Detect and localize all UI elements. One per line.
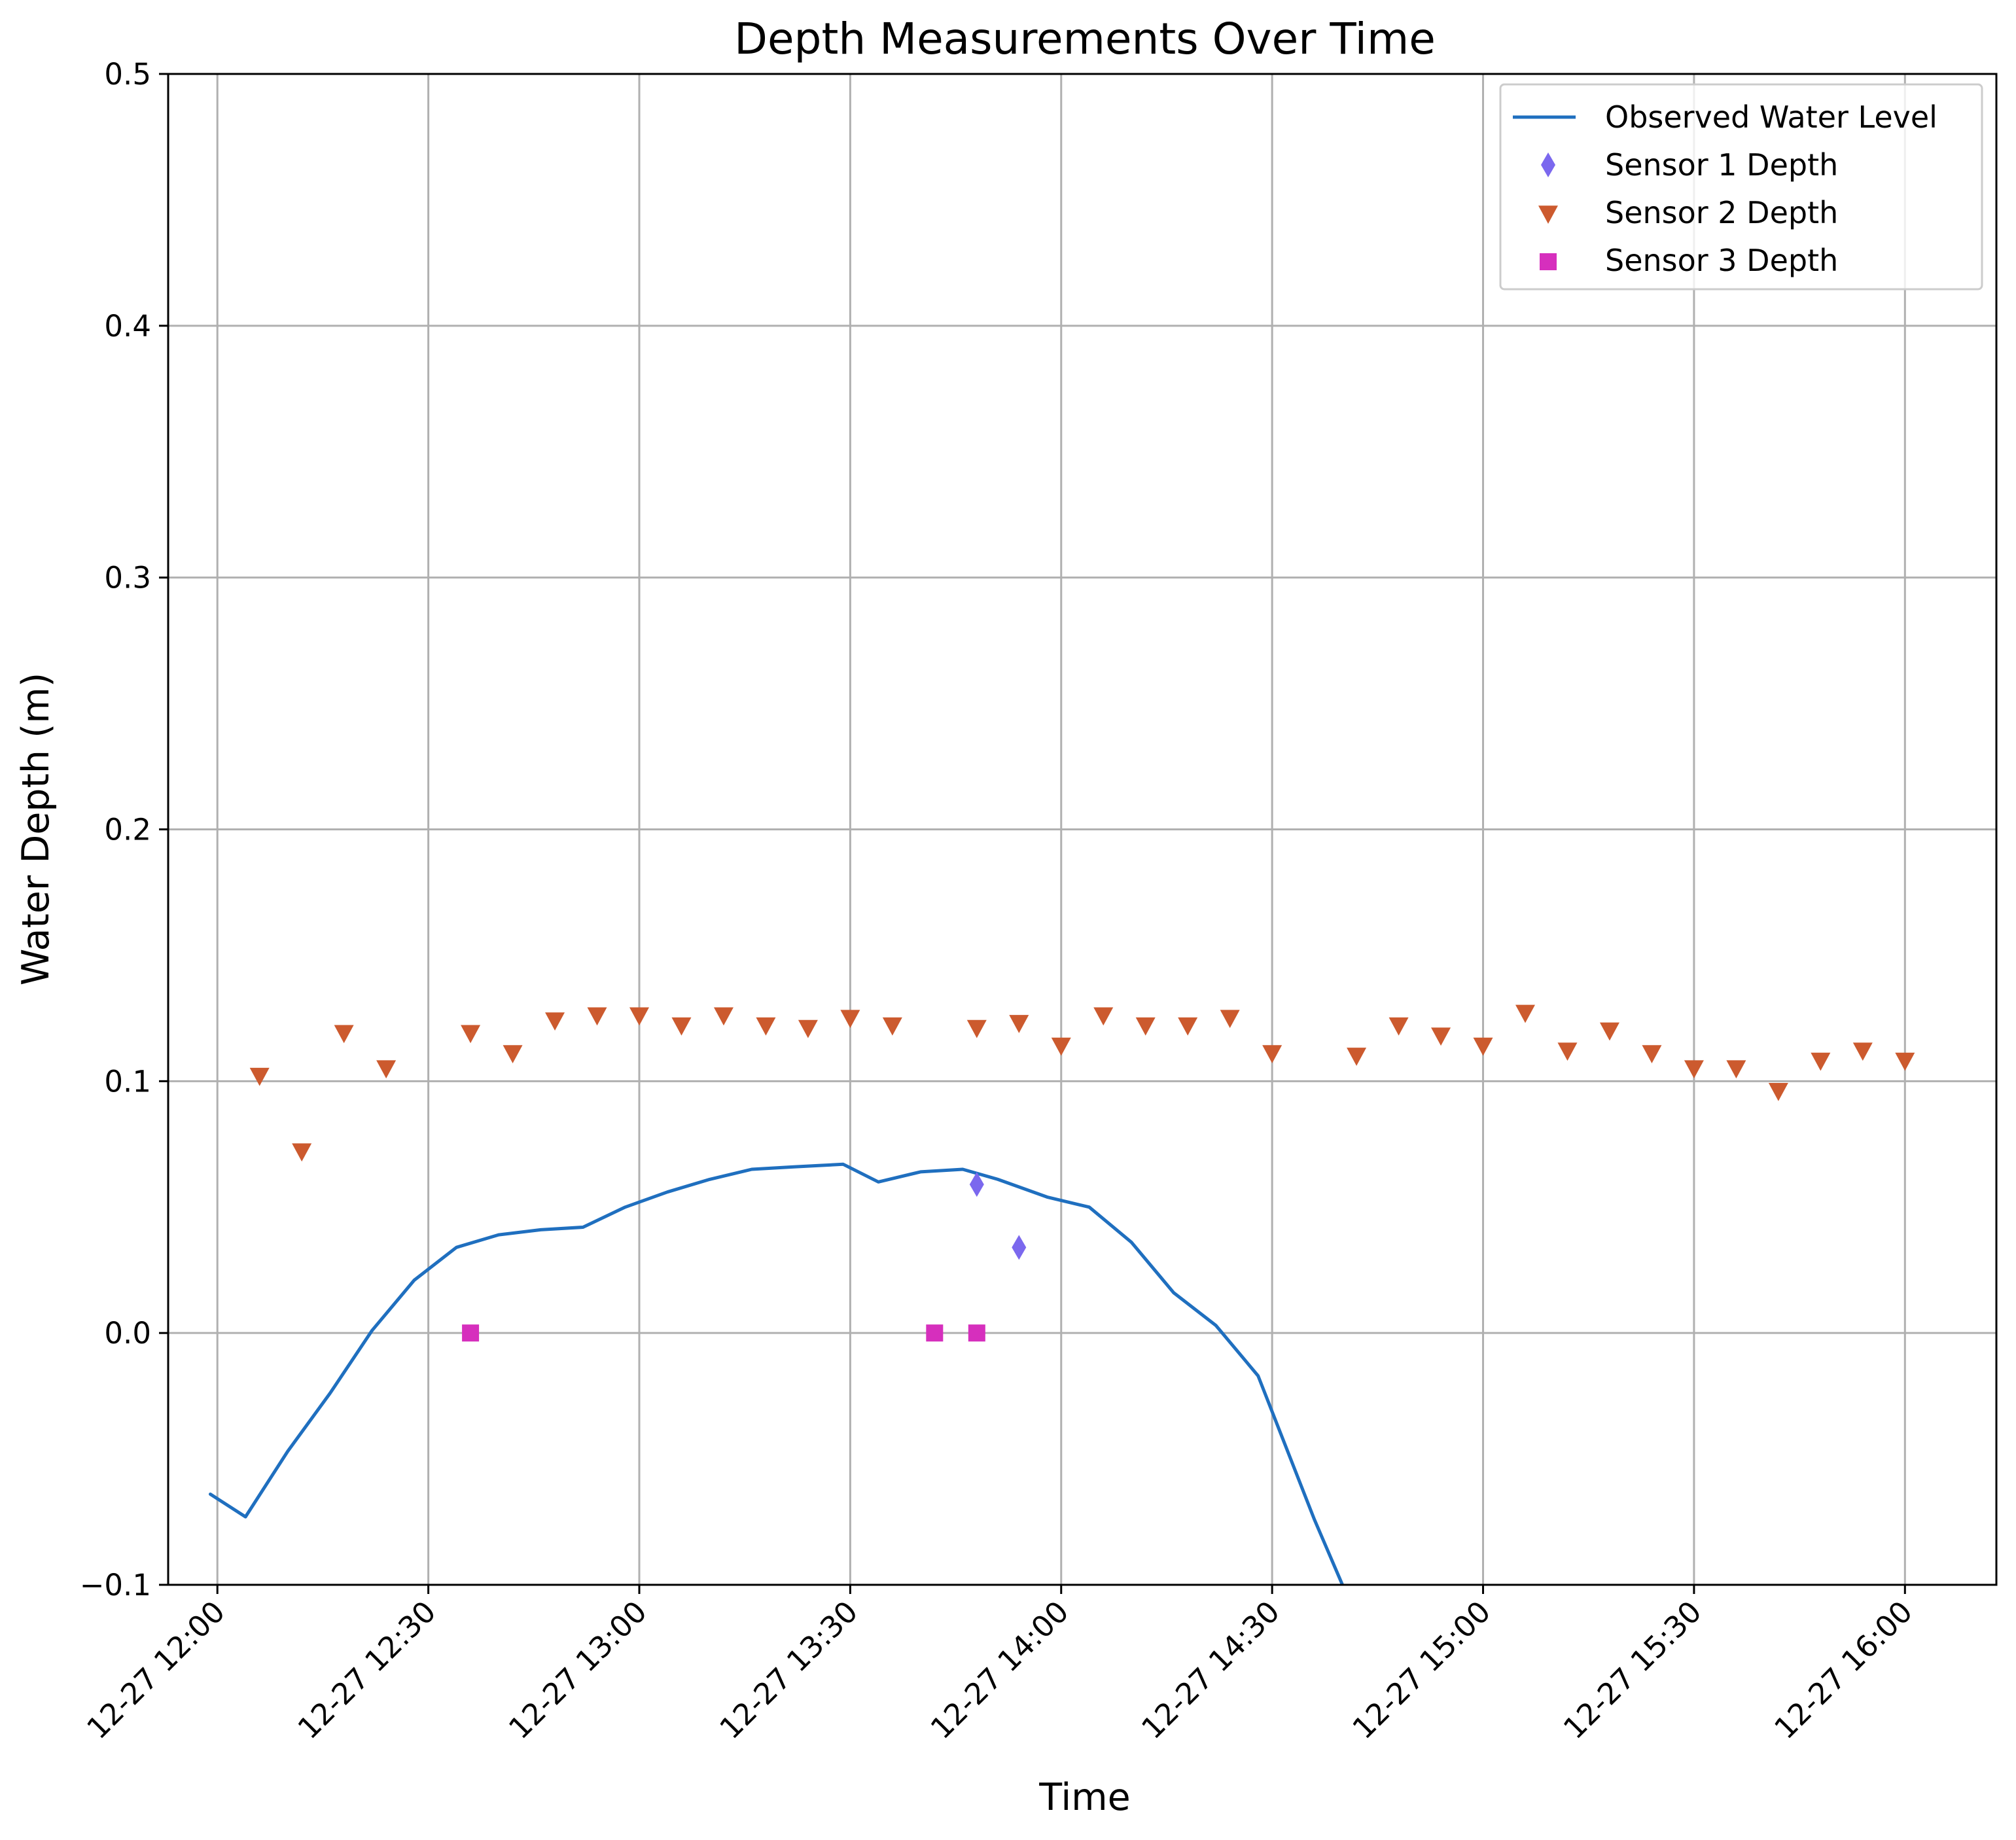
point-sensor-2-depth	[1473, 1037, 1493, 1056]
y-tick-label: 0.3	[104, 561, 151, 595]
point-sensor-2-depth	[966, 1019, 987, 1038]
y-tick-label: 0.5	[104, 57, 151, 92]
point-sensor-2-depth	[249, 1067, 270, 1086]
point-sensor-2-depth	[798, 1019, 818, 1038]
point-sensor-2-depth	[1178, 1017, 1198, 1036]
point-sensor-2-depth	[1557, 1042, 1578, 1061]
legend-marker-sensor-1-depth	[1541, 152, 1555, 177]
point-sensor-2-depth	[461, 1025, 481, 1044]
legend-label-sensor-1-depth: Sensor 1 Depth	[1605, 147, 1838, 183]
point-sensor-2-depth	[587, 1007, 607, 1026]
legend: Observed Water Level Sensor 1 Depth Sens…	[1499, 83, 1983, 291]
series-layer	[209, 1004, 1915, 1585]
legend-label-sensor-3-depth: Sensor 3 Depth	[1605, 243, 1838, 278]
point-sensor-2-depth	[1599, 1022, 1619, 1041]
legend-label-observed-water-level: Observed Water Level	[1605, 99, 1937, 135]
point-sensor-2-depth	[376, 1060, 397, 1079]
legend-box	[1499, 83, 1983, 291]
point-sensor-2-depth	[671, 1017, 692, 1036]
y-tick-label: 0.4	[104, 309, 151, 344]
point-sensor-2-depth	[1515, 1004, 1536, 1023]
point-sensor-2-depth	[1347, 1048, 1367, 1066]
point-sensor-1-depth	[969, 1172, 984, 1197]
point-sensor-2-depth	[1220, 1010, 1240, 1029]
point-sensor-2-depth	[1768, 1082, 1788, 1101]
legend-marker-sensor-3-depth	[1540, 253, 1557, 270]
y-tick-label: 0.2	[104, 813, 151, 847]
point-sensor-2-depth	[1388, 1017, 1409, 1036]
point-sensor-2-depth	[1262, 1045, 1282, 1064]
point-sensor-2-depth	[1811, 1052, 1831, 1071]
point-sensor-3-depth	[926, 1324, 944, 1342]
point-sensor-2-depth	[840, 1010, 860, 1029]
point-sensor-2-depth	[882, 1017, 902, 1036]
point-sensor-3-depth	[968, 1324, 985, 1342]
y-tick-label: 0.0	[104, 1316, 151, 1351]
chart-title: Depth Measurements Over Time	[734, 14, 1436, 64]
legend-label-sensor-2-depth: Sensor 2 Depth	[1605, 195, 1838, 230]
point-sensor-2-depth	[1431, 1027, 1451, 1046]
point-sensor-2-depth	[756, 1017, 776, 1036]
point-sensor-2-depth	[1895, 1052, 1915, 1071]
y-tick-label: −0.1	[80, 1568, 151, 1602]
point-sensor-2-depth	[334, 1025, 354, 1044]
point-sensor-2-depth	[545, 1012, 565, 1031]
y-axis-label: Water Depth (m)	[14, 673, 58, 985]
point-sensor-3-depth	[462, 1324, 480, 1342]
legend-marker-sensor-2-depth	[1538, 205, 1558, 224]
y-tick-label: 0.1	[104, 1064, 151, 1099]
point-sensor-2-depth	[1642, 1045, 1662, 1064]
point-sensor-2-depth	[1684, 1060, 1704, 1079]
legend-markers	[1538, 152, 1558, 270]
point-sensor-2-depth	[503, 1045, 523, 1064]
x-axis-label: Time	[1038, 1776, 1131, 1819]
point-sensor-2-depth	[1093, 1007, 1114, 1026]
point-sensor-2-depth	[292, 1143, 312, 1162]
point-sensor-2-depth	[1009, 1015, 1029, 1033]
point-sensor-2-depth	[1852, 1042, 1873, 1061]
point-sensor-2-depth	[1726, 1060, 1746, 1079]
point-sensor-2-depth	[713, 1007, 734, 1026]
point-sensor-2-depth	[1051, 1037, 1071, 1056]
series-line-observed-water-level	[209, 1162, 1345, 1585]
point-sensor-1-depth	[1012, 1235, 1027, 1260]
point-sensor-2-depth	[629, 1007, 649, 1026]
point-sensor-2-depth	[1135, 1017, 1156, 1036]
